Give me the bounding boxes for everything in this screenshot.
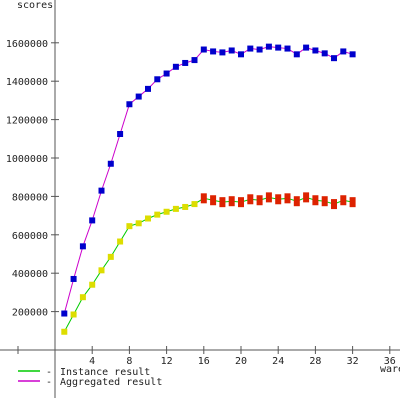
aggregated-point bbox=[247, 45, 254, 52]
aggregated-point bbox=[126, 101, 133, 108]
instance-point bbox=[238, 197, 244, 208]
aggregated-point bbox=[117, 131, 124, 137]
instance-point bbox=[331, 199, 337, 210]
instance-point bbox=[117, 238, 124, 245]
aggregated-point bbox=[163, 70, 170, 77]
aggregated-point bbox=[312, 47, 319, 54]
instance-point bbox=[321, 196, 328, 207]
aggregated-point bbox=[79, 243, 86, 250]
aggregated-point bbox=[275, 44, 282, 51]
y-tick-label: 1000000 bbox=[6, 154, 48, 165]
series-layer bbox=[61, 43, 356, 335]
instance-point bbox=[145, 215, 151, 222]
aggregated-point bbox=[219, 49, 226, 56]
x-tick-label: 32 bbox=[347, 356, 359, 367]
instance-point bbox=[293, 196, 300, 207]
x-tick-label: 8 bbox=[126, 356, 132, 367]
instance-point bbox=[61, 328, 68, 335]
instance-point bbox=[182, 203, 189, 210]
instance-point bbox=[163, 208, 170, 215]
x-tick-label: 16 bbox=[198, 356, 210, 367]
x-tick-label: 20 bbox=[235, 356, 247, 367]
x-tick-label: 24 bbox=[272, 356, 284, 367]
aggregated-point bbox=[172, 63, 179, 70]
aggregated-point bbox=[61, 310, 68, 317]
instance-point bbox=[172, 205, 179, 212]
aggregated-series-line bbox=[63, 46, 353, 314]
instance-point bbox=[210, 195, 217, 206]
legend-label-instance: Instance result bbox=[60, 367, 150, 378]
y-tick-label: 1400000 bbox=[6, 77, 48, 88]
aggregated-point bbox=[284, 45, 291, 52]
aggregated-point bbox=[70, 275, 77, 282]
legend-dash-instance: - bbox=[46, 367, 52, 378]
legend-label-aggregated: Aggregated result bbox=[60, 377, 162, 388]
aggregated-point bbox=[303, 44, 310, 51]
instance-point bbox=[247, 194, 254, 205]
legend-dash-aggregated: - bbox=[46, 377, 52, 388]
x-tick-label: 4 bbox=[89, 356, 95, 367]
aggregated-point bbox=[340, 48, 347, 55]
aggregated-point bbox=[154, 76, 161, 83]
aggregated-point bbox=[265, 43, 272, 50]
instance-point bbox=[349, 197, 356, 208]
instance-point bbox=[126, 223, 133, 230]
aggregated-point bbox=[321, 50, 328, 57]
aggregated-point bbox=[98, 187, 105, 194]
y-tick-label: 200000 bbox=[12, 308, 48, 319]
instance-point bbox=[228, 196, 235, 207]
aggregated-point bbox=[200, 46, 207, 53]
instance-point bbox=[79, 294, 86, 301]
x-tick-label: 36 bbox=[384, 356, 396, 367]
instance-point bbox=[191, 201, 198, 208]
instance-point bbox=[275, 194, 282, 205]
aggregated-point bbox=[210, 48, 217, 55]
x-tick-label: 12 bbox=[161, 356, 173, 367]
aggregated-point bbox=[145, 85, 151, 92]
instance-point bbox=[135, 220, 142, 227]
aggregated-point bbox=[331, 55, 337, 62]
x-axis-label: wares bbox=[380, 364, 400, 375]
aggregated-point bbox=[182, 59, 189, 66]
legend: Instance result Aggregated result - - bbox=[18, 367, 162, 388]
y-tick-label: 1200000 bbox=[6, 116, 48, 127]
aggregated-point bbox=[228, 47, 235, 54]
instance-point bbox=[256, 195, 263, 206]
y-tick-label: 1600000 bbox=[6, 39, 48, 50]
instance-point bbox=[340, 195, 347, 206]
instance-series-line bbox=[63, 196, 353, 332]
y-axis-label: scores bbox=[17, 0, 53, 11]
instance-point bbox=[303, 192, 310, 203]
instance-point bbox=[107, 253, 114, 260]
instance-point bbox=[219, 197, 226, 208]
aggregated-point bbox=[349, 51, 356, 58]
aggregated-point bbox=[191, 57, 198, 64]
instance-point bbox=[200, 193, 207, 204]
aggregated-point bbox=[107, 160, 114, 167]
instance-point bbox=[70, 311, 77, 318]
y-tick-label: 400000 bbox=[12, 269, 48, 280]
aggregated-point bbox=[238, 51, 244, 58]
instance-point bbox=[89, 281, 96, 288]
x-tick-label: 28 bbox=[309, 356, 321, 367]
instance-point bbox=[312, 195, 319, 206]
aggregated-point bbox=[135, 93, 142, 100]
aggregated-point bbox=[293, 51, 300, 58]
y-tick-label: 600000 bbox=[12, 231, 48, 242]
instance-point bbox=[98, 267, 105, 274]
instance-point bbox=[265, 192, 272, 203]
aggregated-point bbox=[89, 217, 96, 224]
instance-point bbox=[284, 193, 291, 204]
y-tick-label: 800000 bbox=[12, 192, 48, 203]
aggregated-point bbox=[256, 46, 263, 53]
instance-point bbox=[154, 211, 161, 218]
